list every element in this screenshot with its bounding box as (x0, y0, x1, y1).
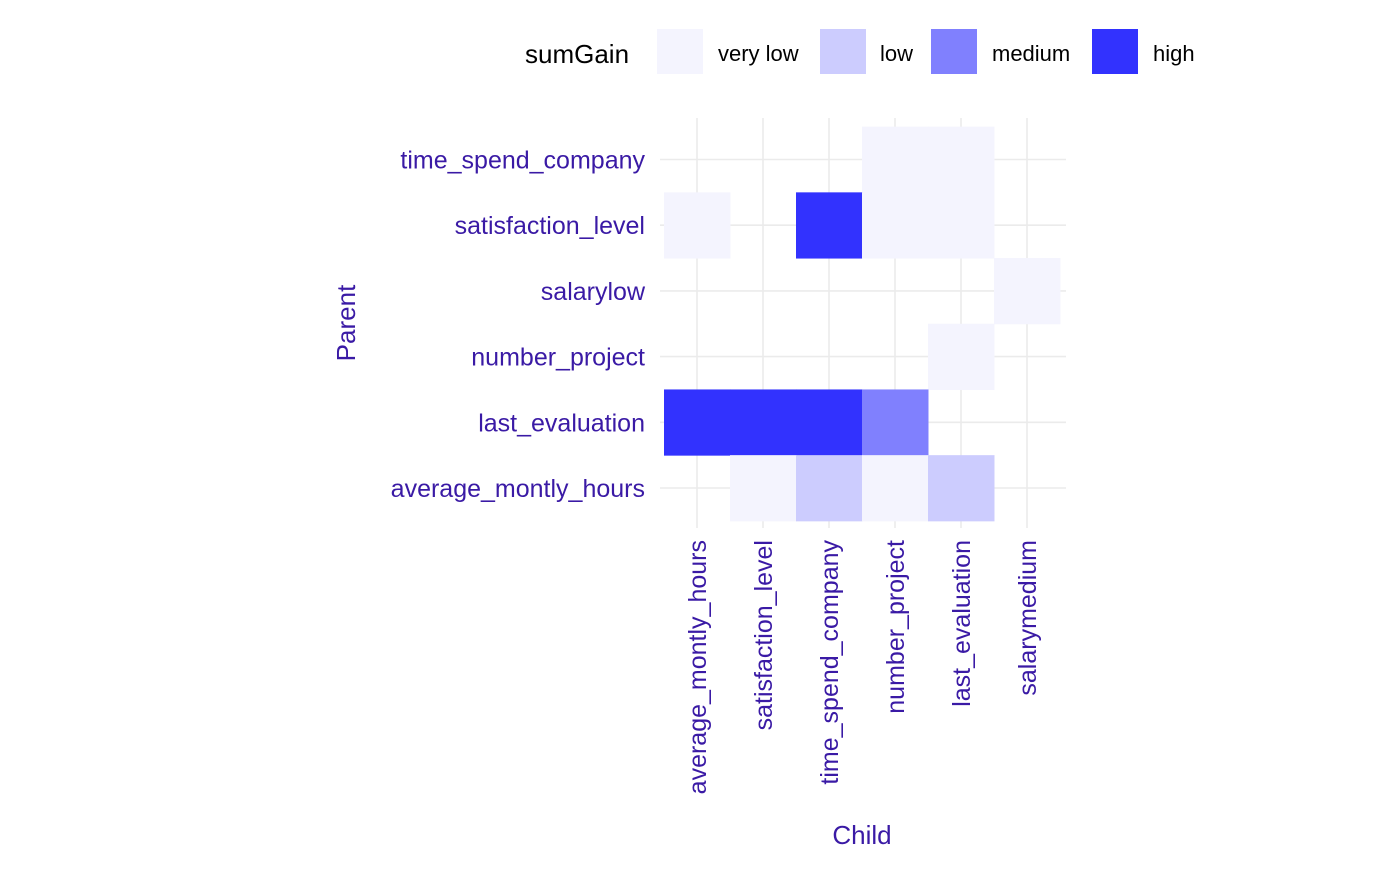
y-tick-label: number_project (471, 344, 645, 372)
x-tick-labels: average_montly_hours satisfaction_level ti… (684, 540, 1042, 795)
heatmap-cell (664, 192, 731, 259)
y-tick-label: salarylow (541, 278, 646, 306)
y-tick-label: satisfaction_level (455, 212, 645, 240)
heatmap-cell (928, 192, 995, 259)
legend-key (1092, 29, 1138, 74)
heatmap-cell (928, 323, 995, 390)
cell-layer (664, 126, 1061, 522)
legend-label: low (880, 41, 913, 66)
x-tick-label: number_project (882, 540, 910, 714)
heatmap-cell (862, 389, 929, 456)
legend-key (820, 29, 866, 74)
heatmap-cell (796, 389, 863, 456)
heatmap-cell (928, 126, 995, 193)
heatmap-cell (862, 455, 929, 522)
legend: sumGain very low low medium high (525, 29, 1195, 74)
x-tick-label: average_montly_hours (684, 540, 712, 794)
y-axis-label: Parent (331, 284, 361, 361)
heatmap-cell (862, 192, 929, 259)
heatmap-cell (796, 192, 863, 259)
legend-label: very low (718, 41, 799, 66)
heatmap-cell (928, 455, 995, 522)
heatmap-cell (664, 389, 731, 456)
x-tick-label: satisfaction_level (750, 540, 778, 730)
heatmap-cell (730, 389, 797, 456)
x-axis-label: Child (832, 820, 891, 850)
y-tick-label: last_evaluation (478, 409, 645, 437)
legend-label: medium (992, 41, 1070, 66)
legend-key (657, 29, 703, 74)
legend-key (931, 29, 977, 74)
heatmap-cell (862, 126, 929, 193)
y-tick-label: time_spend_company (400, 147, 645, 175)
heatmap-cell (994, 258, 1061, 325)
legend-label: high (1153, 41, 1195, 66)
heatmap-cell (796, 455, 863, 522)
heatmap-cell (730, 455, 797, 522)
y-tick-label: average_montly_hours (391, 475, 645, 503)
x-tick-label: time_spend_company (816, 540, 844, 785)
legend-title: sumGain (525, 39, 629, 69)
y-tick-labels: average_montly_hours last_evaluation numbe… (391, 147, 646, 504)
x-tick-label: last_evaluation (948, 540, 976, 707)
x-tick-label: salarymedium (1014, 540, 1042, 696)
